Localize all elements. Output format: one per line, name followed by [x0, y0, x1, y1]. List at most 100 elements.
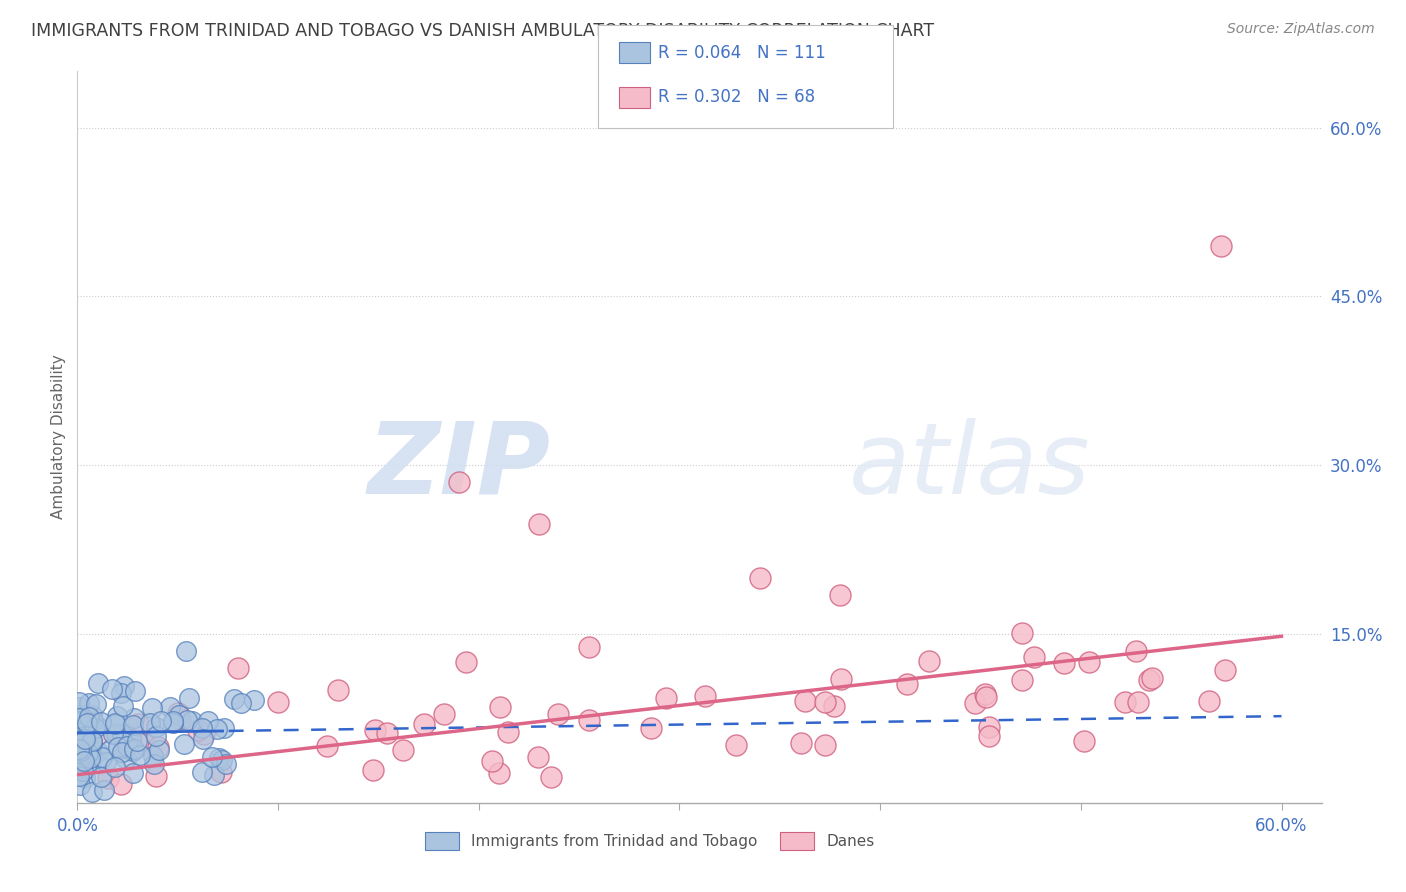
Point: [267, 694, 290, 708]
Point: [202, 768, 225, 782]
Point: [974, 690, 997, 704]
Point: [1073, 733, 1095, 747]
Point: [80, 735, 103, 749]
Point: [814, 738, 837, 752]
Point: [67, 711, 90, 725]
Point: [481, 754, 503, 768]
Point: [82, 784, 104, 798]
Point: [973, 687, 995, 701]
Point: [1011, 673, 1033, 688]
Point: [197, 714, 219, 728]
Point: [813, 695, 835, 709]
Point: [433, 706, 456, 721]
Point: [72, 739, 94, 754]
Point: [76, 725, 98, 739]
Point: [328, 683, 350, 698]
Point: [540, 770, 562, 784]
Point: [1198, 693, 1220, 707]
Point: [143, 757, 166, 772]
Point: [69, 710, 91, 724]
Point: [364, 723, 387, 737]
Point: [1140, 671, 1163, 685]
Point: [104, 725, 127, 739]
Point: [69, 778, 91, 792]
Point: [1011, 626, 1033, 640]
Point: [315, 739, 337, 753]
Point: [90, 715, 112, 730]
Point: [129, 748, 152, 763]
Point: [67, 769, 90, 783]
Point: [830, 672, 852, 686]
Point: [173, 737, 195, 751]
Point: [72, 746, 94, 760]
Point: [122, 741, 145, 756]
Point: [209, 764, 232, 779]
Point: [654, 690, 676, 705]
Point: [84, 698, 107, 712]
Point: [215, 757, 238, 772]
Point: [145, 769, 167, 783]
Point: [527, 516, 550, 531]
Point: [201, 749, 224, 764]
Point: [226, 661, 249, 675]
Point: [67, 725, 90, 739]
Point: [82, 714, 104, 728]
Point: [578, 713, 600, 727]
Point: [527, 749, 550, 764]
Point: [122, 711, 145, 725]
Point: [148, 743, 170, 757]
Point: [790, 736, 813, 750]
Point: [193, 727, 215, 741]
Point: [162, 714, 184, 729]
Point: [69, 744, 91, 758]
Point: [693, 689, 716, 703]
Point: [1213, 664, 1236, 678]
Point: [1211, 239, 1233, 253]
Point: [69, 742, 91, 756]
Point: [191, 764, 214, 779]
Point: [91, 750, 114, 764]
Point: [748, 571, 770, 585]
Point: [496, 725, 519, 739]
Point: [76, 747, 98, 761]
Point: [142, 748, 165, 763]
Point: [69, 725, 91, 739]
Point: [392, 743, 415, 757]
Point: [979, 729, 1001, 743]
Point: [120, 731, 142, 746]
Point: [80, 733, 103, 747]
Point: [1022, 649, 1045, 664]
Point: [110, 686, 132, 700]
Point: [166, 706, 188, 720]
Point: [75, 761, 97, 775]
Point: [104, 760, 127, 774]
Point: [918, 654, 941, 668]
Point: [229, 696, 252, 710]
Point: [114, 741, 136, 756]
Point: [80, 750, 103, 764]
Point: [67, 731, 90, 746]
Point: [122, 743, 145, 757]
Point: [159, 699, 181, 714]
Text: IMMIGRANTS FROM TRINIDAD AND TOBAGO VS DANISH AMBULATORY DISABILITY CORRELATION : IMMIGRANTS FROM TRINIDAD AND TOBAGO VS D…: [31, 22, 934, 40]
Point: [896, 677, 918, 691]
Point: [76, 716, 98, 731]
Point: [963, 697, 986, 711]
Point: [72, 736, 94, 750]
Point: [413, 717, 436, 731]
Point: [187, 723, 209, 737]
Point: [191, 732, 214, 747]
Point: [1137, 673, 1160, 688]
Point: [149, 714, 172, 728]
Point: [70, 741, 93, 756]
Point: [67, 742, 90, 756]
Point: [80, 707, 103, 722]
Point: [447, 475, 470, 489]
Point: [181, 714, 204, 729]
Point: [72, 754, 94, 768]
Point: [87, 676, 110, 690]
Point: [112, 698, 135, 713]
Point: [69, 725, 91, 739]
Point: [828, 588, 851, 602]
Point: [79, 751, 101, 765]
